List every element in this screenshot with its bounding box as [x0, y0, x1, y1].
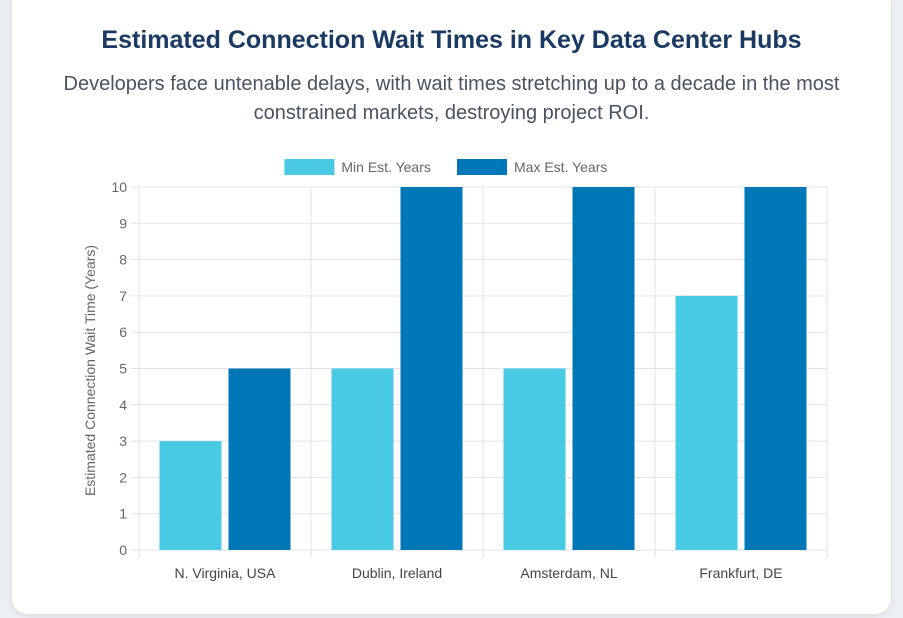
- y-tick-label: 3: [119, 433, 127, 449]
- y-tick-label: 5: [119, 361, 127, 377]
- x-tick-label: Amsterdam, NL: [520, 565, 617, 581]
- legend-label-min: Min Est. Years: [341, 159, 431, 175]
- x-tick-label: Dublin, Ireland: [352, 565, 442, 581]
- x-tick-label: Frankfurt, DE: [699, 565, 782, 581]
- y-tick-label: 8: [119, 252, 127, 268]
- y-tick-label: 9: [119, 215, 127, 231]
- y-tick-label: 4: [119, 397, 127, 413]
- y-axis-title: Estimated Connection Wait Time (Years): [82, 245, 98, 496]
- legend-label-max: Max Est. Years: [514, 159, 607, 175]
- y-tick-label: 0: [119, 542, 127, 558]
- y-tick-label: 7: [119, 288, 127, 304]
- bar-min-4: [675, 295, 738, 550]
- bar-min-2: [331, 368, 394, 550]
- y-tick-label: 1: [119, 506, 127, 522]
- bar-min-1: [159, 441, 222, 550]
- page-title: Estimated Connection Wait Times in Key D…: [101, 26, 802, 54]
- bar-max-1: [228, 368, 291, 550]
- legend-swatch-max: [457, 159, 507, 175]
- page-subtitle: Developers face untenable delays, with w…: [63, 73, 840, 124]
- y-tick-label: 10: [111, 179, 127, 195]
- bar-max-4: [744, 187, 807, 550]
- legend-swatch-min: [284, 159, 335, 175]
- x-tick-label: N. Virginia, USA: [175, 565, 277, 581]
- y-tick-label: 6: [119, 324, 127, 340]
- bar-max-3: [572, 187, 635, 550]
- bar-min-3: [503, 368, 566, 550]
- y-tick-label: 2: [119, 469, 127, 485]
- bar-max-2: [400, 187, 463, 550]
